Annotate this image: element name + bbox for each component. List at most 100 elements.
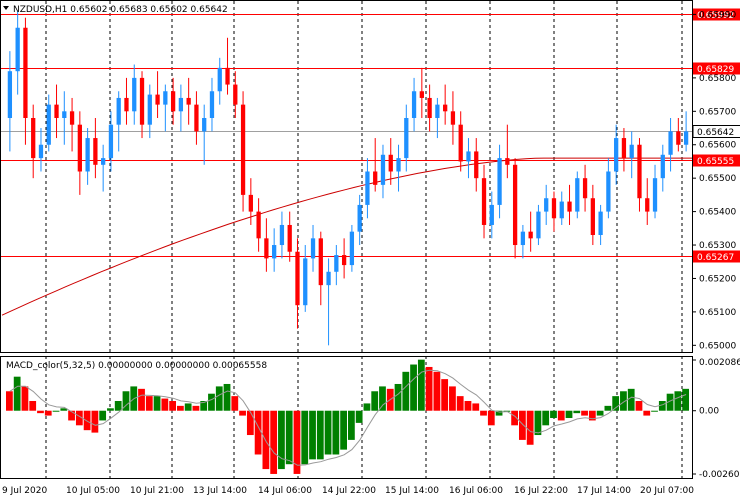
candle-body [217, 67, 222, 92]
price-tick-label: 0.65500 [699, 174, 736, 184]
macd-bar [550, 410, 557, 419]
macd-bar [371, 391, 379, 411]
macd-bar [192, 405, 200, 411]
candle-body [388, 154, 393, 172]
candle-body [512, 164, 518, 246]
moving-average-line [1, 157, 692, 316]
macd-pane-frame [0, 356, 693, 479]
candle-body [380, 154, 386, 185]
horizontal-levels[interactable]: 0.65992 0.65829 0.65555 0.65267 0.65642 [0, 8, 740, 264]
candle-body [396, 158, 401, 172]
candle-body [614, 138, 619, 172]
macd-bar [270, 410, 278, 474]
macd-bar [239, 410, 246, 416]
macd-bar [309, 410, 316, 460]
candle-body [373, 171, 378, 185]
macd-bar [91, 410, 99, 433]
candle-body [139, 77, 145, 125]
price-tick-label: 0.65990 [699, 10, 736, 20]
macd-bar [208, 393, 215, 411]
candle-body [349, 231, 355, 266]
macd-bar [68, 410, 75, 421]
macd-bar [363, 403, 371, 411]
macd-bar [674, 391, 682, 411]
price-tick-label: 0.65800 [699, 74, 736, 84]
candle-body [303, 258, 308, 306]
price-tick-label: 0.65700 [699, 107, 736, 117]
candle-body [69, 111, 75, 125]
macd-bar [441, 379, 449, 411]
candle-body [264, 238, 269, 259]
macd-bar [29, 400, 37, 411]
macd-bar [534, 410, 542, 436]
candle-body [225, 67, 230, 85]
candle-body [683, 131, 689, 145]
macd-bar [99, 410, 107, 421]
price-tick-label: 0.65300 [699, 241, 736, 251]
macd-bar [519, 410, 526, 440]
macd-bar [425, 366, 433, 411]
price-pane-frame [0, 0, 693, 353]
candle-body [559, 201, 564, 219]
price-tick-label: 0.65100 [699, 308, 736, 318]
macd-bar [340, 410, 347, 450]
candle-body [536, 211, 541, 239]
macd-bar [60, 408, 68, 411]
candle-body [443, 104, 448, 112]
time-label: 14 Jul 06:00 [258, 486, 312, 496]
price-level-label: 0.65829 [697, 65, 734, 75]
vertical-grid [45, 1, 683, 478]
macd-bar [52, 410, 60, 412]
macd-bar [355, 410, 363, 423]
macd-bar [620, 391, 627, 411]
macd-bar [200, 400, 208, 411]
candle-body [466, 151, 471, 162]
time-label: 17 Jul 14:00 [577, 486, 631, 496]
macd-bar [456, 396, 464, 411]
candle-body [660, 154, 665, 179]
macd-bar [301, 410, 309, 465]
price-level-label-bg [693, 62, 740, 75]
macd-bar [565, 410, 573, 419]
macd-bar [285, 410, 293, 465]
candle-body [582, 178, 588, 199]
macd-bar [449, 386, 456, 411]
macd-bar [145, 396, 153, 411]
candle-body [458, 124, 463, 162]
macd-header: MACD_color(5,32,5) 0.00000000 0.00000000… [6, 361, 267, 371]
time-label: 13 Jul 14:00 [193, 486, 247, 496]
candle-body [38, 144, 44, 159]
time-label: 10 Jul 21:00 [130, 486, 184, 496]
candle-body [419, 91, 424, 98]
price-level-label: 0.65555 [697, 157, 734, 167]
macd-bar [44, 410, 52, 416]
macd-bar [169, 400, 176, 411]
candle-body [645, 198, 650, 212]
candle-body [668, 131, 673, 155]
price-level-label-bg [693, 250, 740, 263]
macd-bar [682, 388, 689, 411]
candle-body [147, 94, 152, 125]
macd-bar [215, 386, 223, 411]
candle-body [411, 91, 417, 118]
candle-body [248, 194, 253, 212]
macd-bar [573, 410, 581, 414]
candle-body [15, 27, 20, 72]
candle-body [450, 111, 456, 125]
candle-body [575, 178, 580, 212]
macd-bar [83, 410, 91, 431]
macd-bar [177, 405, 184, 411]
macd-bar [379, 386, 386, 411]
candle-body [85, 138, 90, 172]
macd-bar [231, 396, 239, 411]
triangle-down-icon[interactable] [3, 6, 9, 10]
macd-bar [511, 410, 518, 426]
candle-body [279, 224, 285, 246]
macd-bar [138, 388, 145, 411]
candle-body [101, 158, 106, 165]
candle-body [489, 204, 494, 225]
candle-body [326, 271, 331, 286]
candle-body [427, 97, 432, 118]
